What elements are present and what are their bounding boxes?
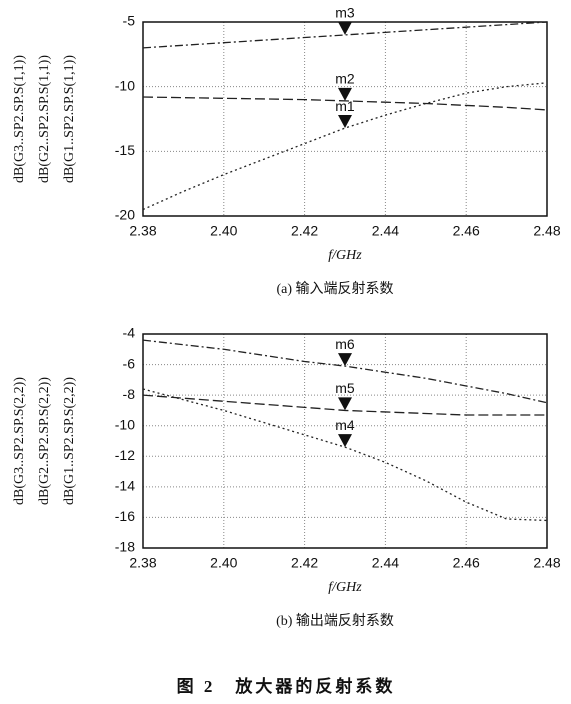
x-tick-label: 2.48 [533, 555, 560, 571]
plot-frame [142, 333, 548, 549]
y-tick-label: -10 [115, 77, 135, 93]
marker-label: m6 [335, 336, 355, 352]
x-tick-label: 2.38 [129, 223, 156, 239]
marker-label: m4 [335, 417, 355, 433]
y-tick-label: -16 [115, 508, 135, 524]
x-tick-label: 2.42 [291, 223, 318, 239]
y-axis-label: dB(G2..SP2.SP.S(2,2)) [37, 377, 52, 505]
marker-label: m5 [335, 380, 355, 396]
x-tick-label: 2.46 [453, 223, 480, 239]
x-tick-label: 2.46 [453, 555, 480, 571]
series-line [142, 394, 547, 416]
y-axis-label: dB(G2..SP2.SP.S(1,1)) [37, 55, 52, 183]
x-axis-label: f/GHz [328, 580, 362, 595]
marker [338, 115, 352, 129]
x-tick-label: 2.40 [210, 223, 237, 239]
y-tick-label: -18 [115, 539, 135, 555]
y-tick-label: -20 [115, 207, 135, 223]
subplot-caption: (b) 输出端反射系数 [276, 613, 394, 629]
y-axis-label: dB(G1..SP2.SP.S(1,1)) [62, 55, 77, 183]
series-line [142, 21, 548, 49]
marker [338, 434, 352, 448]
x-tick-label: 2.38 [129, 555, 156, 571]
x-axis-label: f/GHz [328, 248, 362, 263]
y-axis-label: dB(G3..SP2.SP.S(1,1)) [12, 55, 27, 183]
y-tick-label: -15 [115, 142, 135, 158]
y-axis-label: dB(G1..SP2.SP.S(2,2)) [62, 377, 77, 505]
y-tick-label: -5 [123, 13, 136, 29]
marker-label: m1 [335, 98, 355, 114]
y-tick-label: -6 [123, 355, 136, 371]
x-tick-label: 2.48 [533, 223, 560, 239]
x-tick-label: 2.42 [291, 555, 318, 571]
marker [338, 21, 352, 35]
marker [338, 87, 352, 101]
y-tick-label: -12 [115, 447, 135, 463]
x-tick-label: 2.44 [372, 555, 399, 571]
figure-caption: 图 2 放大器的反射系数 [177, 676, 396, 696]
marker-label: m3 [335, 5, 355, 21]
x-tick-label: 2.40 [210, 555, 237, 571]
x-tick-label: 2.44 [372, 223, 399, 239]
subplot-caption: (a) 输入端反射系数 [276, 281, 393, 297]
marker-label: m2 [335, 71, 355, 87]
marker [338, 353, 352, 367]
y-axis-label: dB(G3..SP2.SP.S(2,2)) [12, 377, 27, 505]
y-tick-label: -10 [115, 416, 135, 432]
y-tick-label: -8 [123, 386, 136, 402]
marker [338, 397, 352, 411]
y-tick-label: -14 [115, 478, 135, 494]
y-tick-label: -4 [123, 325, 136, 341]
